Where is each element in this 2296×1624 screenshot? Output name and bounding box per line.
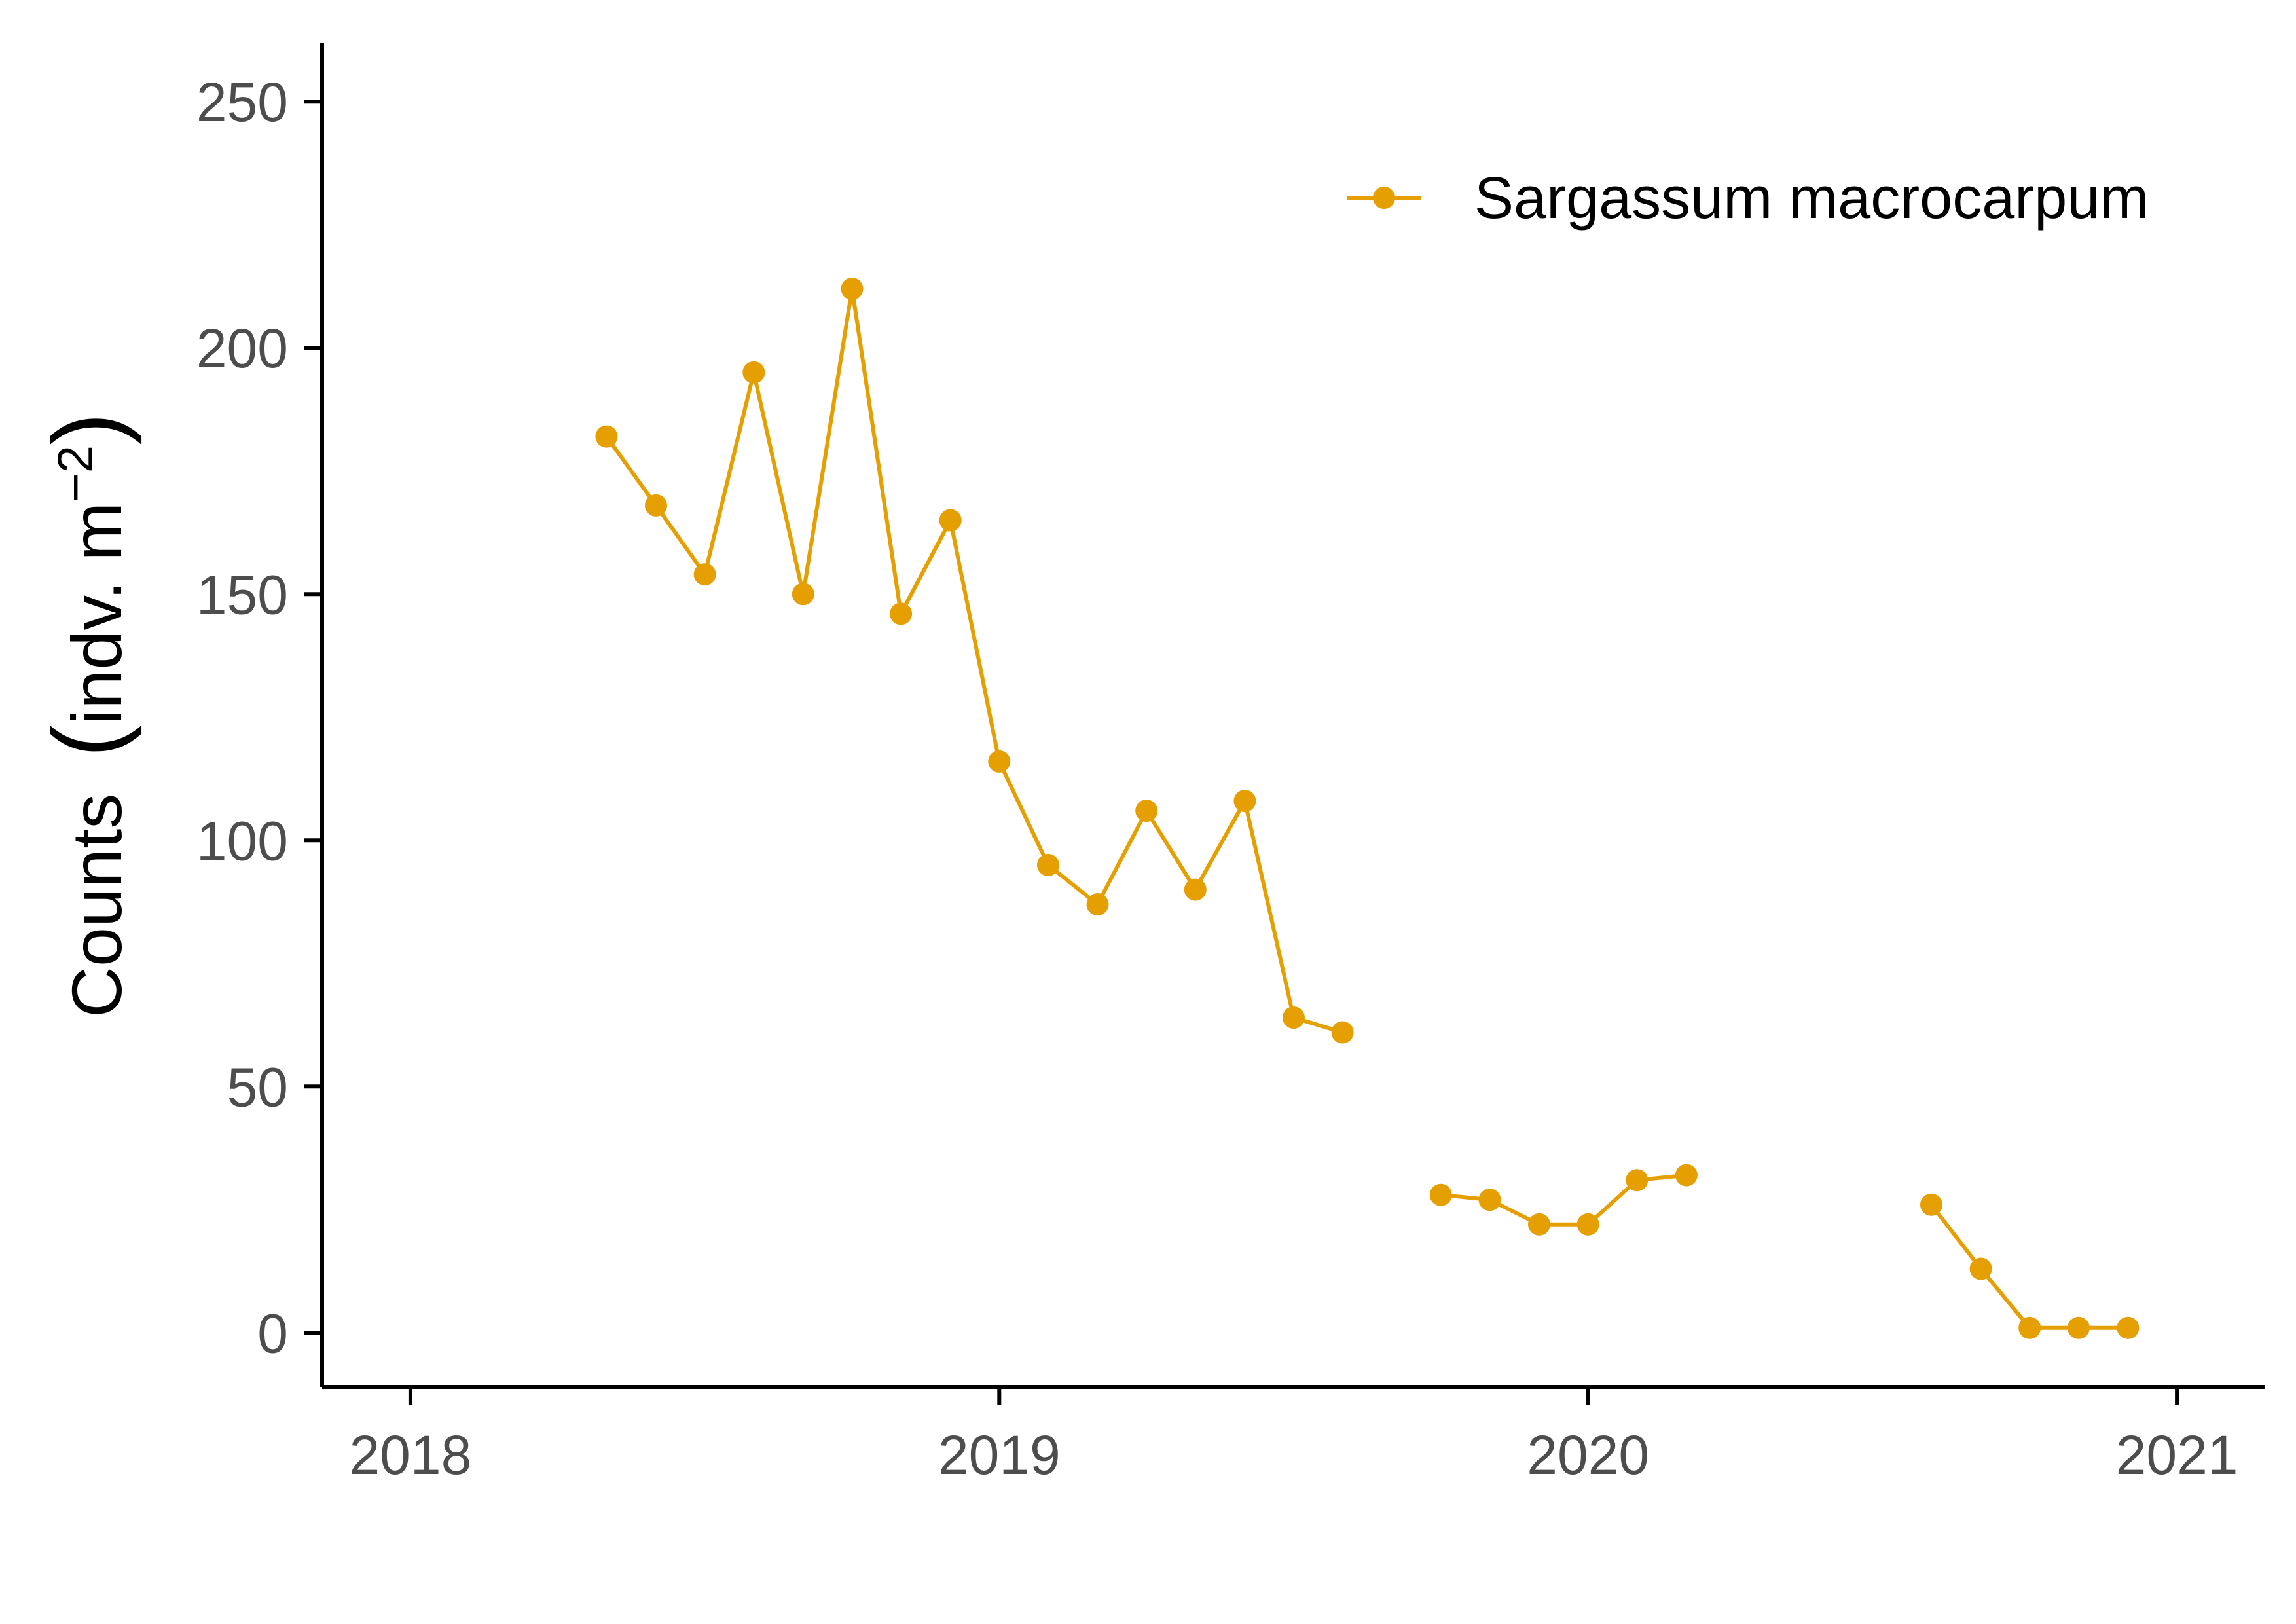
data-point [1478,1189,1501,1211]
y-axis-title-paren-close: ) [32,413,142,445]
data-point [1184,878,1207,901]
y-tick-label: 150 [196,564,288,625]
x-ticks: 2018 2019 2020 2021 [349,1387,2238,1486]
y-axis: 0 50 100 150 200 250 [196,43,324,1387]
data-point [2117,1316,2140,1339]
y-axis-title-unit: indv. m [57,502,136,725]
data-point [988,750,1011,773]
data-point [1037,853,1059,876]
series-line-segment [1929,1203,2128,1330]
x-tick-label: 2019 [938,1424,1061,1486]
legend-label: Sargassum macrocarpum [1474,166,2149,231]
data-point [1576,1213,1599,1236]
data-point [792,583,814,606]
data-point [742,361,765,384]
data-point [1086,893,1109,915]
data-point [645,494,667,517]
data-point [2067,1316,2090,1339]
legend-key-point [1373,187,1395,209]
x-tick-label: 2018 [349,1424,471,1486]
data-point [595,425,618,448]
data-point [1920,1193,1942,1216]
series-line-segment [604,287,1343,1035]
y-axis-title-paren-open: ( [32,725,142,758]
data-point [1135,800,1158,822]
x-tick-label: 2021 [2116,1424,2238,1486]
data-point [1331,1021,1354,1044]
x-tick-label: 2020 [1527,1424,1649,1486]
y-tick-label: 50 [227,1056,288,1118]
data-point [1675,1164,1698,1187]
data-point [841,278,864,300]
data-point [1429,1183,1452,1206]
y-tick-label: 0 [257,1302,288,1364]
legend: Sargassum macrocarpum [1347,166,2149,231]
y-tick-label: 100 [196,810,288,872]
data-point [1528,1213,1550,1236]
data-point [1233,790,1256,813]
y-axis-title: Counts (indv. m−2) [32,413,142,1018]
data-point [693,563,716,586]
y-tick-label: 250 [196,71,288,133]
y-tick-label: 200 [196,318,288,379]
data-point [1969,1257,1992,1280]
data-point [939,509,962,532]
y-ticks: 0 50 100 150 200 250 [196,71,322,1364]
y-axis-title-main: Counts [57,794,136,1018]
y-axis-title-exponent: −2 [48,445,103,502]
series-line-segment [1440,1173,1687,1227]
data-point [2018,1316,2041,1339]
data-point [1283,1006,1305,1029]
x-axis: 2018 2019 2020 2021 [322,1385,2265,1486]
series-sargassum-macrocarpum [595,278,2140,1339]
data-point [1626,1169,1649,1192]
data-point [890,602,913,625]
